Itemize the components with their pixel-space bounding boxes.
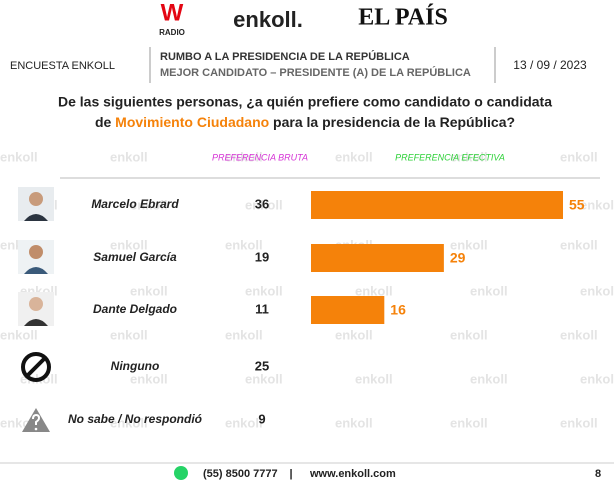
raw-value: 36 — [255, 196, 269, 211]
raw-value: 19 — [255, 249, 269, 264]
watermark: enkoll — [560, 415, 598, 430]
bar-value-label: 16 — [390, 302, 406, 318]
raw-value: 11 — [255, 301, 269, 316]
logo-el-pais: EL PAÍS — [358, 5, 448, 31]
question-line: de Movimiento Ciudadano para la presiden… — [95, 114, 515, 130]
unknown-icon — [22, 408, 50, 432]
watermark: enkoll — [110, 149, 148, 164]
candidate-name: Marcelo Ebrard — [91, 197, 179, 211]
avatar — [18, 240, 54, 274]
watermark: enkoll — [580, 371, 614, 386]
date: 13 / 09 / 2023 — [513, 58, 587, 72]
footer-phone: (55) 8500 7777 — [203, 468, 278, 480]
watermark: enkoll — [580, 283, 614, 298]
watermark: enkoll — [225, 149, 263, 164]
watermark: enkoll — [580, 197, 614, 212]
watermark: enkoll — [245, 371, 283, 386]
watermark: enkoll — [0, 327, 38, 342]
question-text: para la presidencia de la República? — [269, 114, 515, 130]
watermark: enkoll — [110, 415, 148, 430]
candidate-name: No sabe / No respondió — [68, 412, 202, 426]
whatsapp-icon — [174, 466, 188, 480]
raw-value: 25 — [255, 358, 269, 373]
logo-radio: RADIO — [159, 28, 185, 37]
logo-enkoll: enkoll. — [233, 7, 303, 32]
watermark: enkoll — [225, 237, 263, 252]
watermark: enkoll — [560, 237, 598, 252]
watermark: enkoll — [225, 415, 263, 430]
watermark: enkoll — [335, 149, 373, 164]
candidate-name: Ninguno — [111, 359, 160, 373]
page-number: 8 — [595, 468, 601, 480]
watermark: enkoll — [450, 149, 488, 164]
candidate-name: Samuel García — [93, 250, 177, 264]
watermark: enkoll — [560, 327, 598, 342]
watermark: enkoll — [335, 415, 373, 430]
watermark: enkoll — [450, 237, 488, 252]
bar-value-label: 55 — [569, 197, 585, 213]
watermark: enkoll — [0, 149, 38, 164]
slide-subtitle: MEJOR CANDIDATO – PRESIDENTE (A) DE LA R… — [160, 66, 471, 79]
watermark: enkoll — [470, 371, 508, 386]
avatar — [18, 292, 54, 326]
watermark: enkoll — [130, 283, 168, 298]
avatar — [18, 187, 54, 221]
bar — [311, 244, 444, 272]
watermark: enkoll — [130, 197, 168, 212]
none-icon — [21, 352, 51, 382]
logo-w: W — [161, 0, 184, 26]
watermark: enkoll — [560, 149, 598, 164]
question-line: De las siguientes personas, ¿a quién pre… — [58, 94, 552, 110]
question-highlight: Movimiento Ciudadano — [115, 114, 269, 130]
watermark: enkoll — [355, 371, 393, 386]
watermark: enkoll — [245, 283, 283, 298]
header-band — [0, 45, 614, 85]
watermark: enkoll — [450, 327, 488, 342]
watermark: enkoll — [110, 237, 148, 252]
bar — [311, 296, 385, 324]
question-text: de — [95, 114, 115, 130]
bar — [311, 191, 563, 219]
footer-separator: | — [289, 468, 292, 480]
watermark: enkoll — [450, 415, 488, 430]
watermark: enkoll — [335, 327, 373, 342]
watermark: enkoll — [225, 327, 263, 342]
bar-value-label: 29 — [450, 250, 466, 266]
legend-label: PREFERENCIA EFECTIVA — [395, 152, 505, 162]
footer-web: www.enkoll.com — [309, 468, 396, 480]
watermark: enkoll — [245, 197, 283, 212]
legend-label: PREFERENCIA BRUTA — [212, 152, 308, 162]
watermark: enkoll — [470, 283, 508, 298]
slide-title: RUMBO A LA PRESIDENCIA DE LA REPÚBLICA — [160, 50, 410, 63]
candidate-name: Dante Delgado — [93, 302, 177, 316]
watermark: enkoll — [130, 371, 168, 386]
survey-name: ENCUESTA ENKOLL — [10, 60, 115, 72]
watermark: enkoll — [110, 327, 148, 342]
raw-value: 9 — [258, 411, 265, 426]
watermark: enkoll — [355, 283, 393, 298]
